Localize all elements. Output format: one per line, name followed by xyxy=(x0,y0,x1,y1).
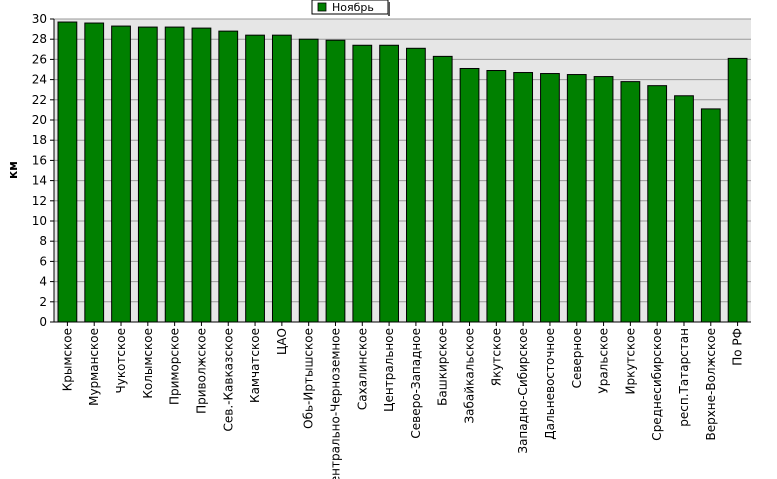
x-category-label: Сев.-Кавказское xyxy=(221,328,235,431)
x-category-label: Якутское xyxy=(489,328,503,386)
bar xyxy=(406,47,426,323)
bar xyxy=(191,27,212,323)
bar xyxy=(513,72,534,323)
bar xyxy=(352,44,373,323)
bar xyxy=(459,67,480,323)
legend-label: Ноябрь xyxy=(332,1,374,14)
y-tick-label: 10 xyxy=(32,214,47,228)
x-category-label: Чукотское xyxy=(114,328,128,393)
x-category-label: Центральное xyxy=(382,328,396,412)
bar xyxy=(593,76,614,323)
y-tick-label: 0 xyxy=(39,315,47,329)
x-category-label: Крымское xyxy=(60,328,74,391)
bar xyxy=(540,73,560,323)
y-tick-label: 24 xyxy=(32,73,47,87)
y-tick-label: 26 xyxy=(32,52,47,66)
legend-shadow xyxy=(388,2,390,16)
y-tick-label: 30 xyxy=(32,12,47,26)
y-tick-label: 12 xyxy=(32,194,47,208)
bar xyxy=(271,34,292,323)
x-category-label: Обь-Иртышское xyxy=(302,328,316,429)
bar xyxy=(647,85,668,323)
bar xyxy=(84,22,105,323)
y-tick-label: 20 xyxy=(32,113,47,127)
bar xyxy=(620,81,641,323)
bar xyxy=(57,21,78,323)
x-category-label: Забайкальское xyxy=(463,328,477,424)
y-tick-label: 28 xyxy=(32,32,47,46)
bar xyxy=(727,57,748,323)
x-category-label: ЦАО xyxy=(275,328,289,355)
bar xyxy=(325,39,346,323)
y-tick-label: 4 xyxy=(39,275,47,289)
x-category-label: Приволжское xyxy=(194,328,208,414)
bar-series xyxy=(57,21,748,323)
x-category-label: Среднесибирское xyxy=(650,328,664,441)
y-tick-label: 6 xyxy=(39,254,47,268)
x-category-label: Северное xyxy=(570,328,584,388)
bar xyxy=(218,30,239,323)
x-category-label: Верхне-Волжское xyxy=(704,328,718,441)
x-category-label: Центрально-Черноземное xyxy=(328,328,342,479)
x-category-label: Западно-Сибирское xyxy=(516,328,530,454)
bar xyxy=(432,55,453,323)
x-category-label: Мурманское xyxy=(87,328,101,406)
legend: Ноябрь xyxy=(311,0,390,16)
x-category-label: Камчатское xyxy=(248,328,262,403)
x-category-label: По РФ xyxy=(731,328,745,366)
bar xyxy=(486,70,507,323)
bar xyxy=(700,108,721,323)
y-tick-label: 8 xyxy=(39,234,47,248)
y-axis-label: км xyxy=(6,161,20,179)
y-tick-label: 16 xyxy=(32,153,47,167)
x-category-label: респ.Татарстан xyxy=(677,328,691,427)
bar xyxy=(164,26,185,323)
legend-swatch xyxy=(317,2,327,12)
x-category-label: Сахалинское xyxy=(355,328,369,410)
plot-area xyxy=(54,19,751,322)
x-category-label: Приморское xyxy=(168,328,182,405)
x-category-label: Колымское xyxy=(141,328,155,399)
bar xyxy=(379,44,399,323)
bar xyxy=(566,74,587,323)
x-category-labels: Крымское Мурманское Чукотское Колымское Прим… xyxy=(60,322,745,479)
y-tick-label: 14 xyxy=(32,174,47,188)
x-category-label: Иркутское xyxy=(623,328,637,395)
x-category-label: Башкирское xyxy=(436,328,450,406)
x-category-label: Дальневосточное xyxy=(543,328,557,440)
bar xyxy=(137,26,158,323)
x-category-label: Северо-Западное xyxy=(409,328,423,439)
y-tick-label: 2 xyxy=(39,295,47,309)
bar xyxy=(674,95,694,323)
x-category-label: Уральское xyxy=(597,328,611,394)
bar xyxy=(298,38,319,323)
y-tick-label: 22 xyxy=(32,93,47,107)
bar xyxy=(111,25,131,323)
y-tick-label: 18 xyxy=(32,133,47,147)
bar xyxy=(245,34,265,323)
